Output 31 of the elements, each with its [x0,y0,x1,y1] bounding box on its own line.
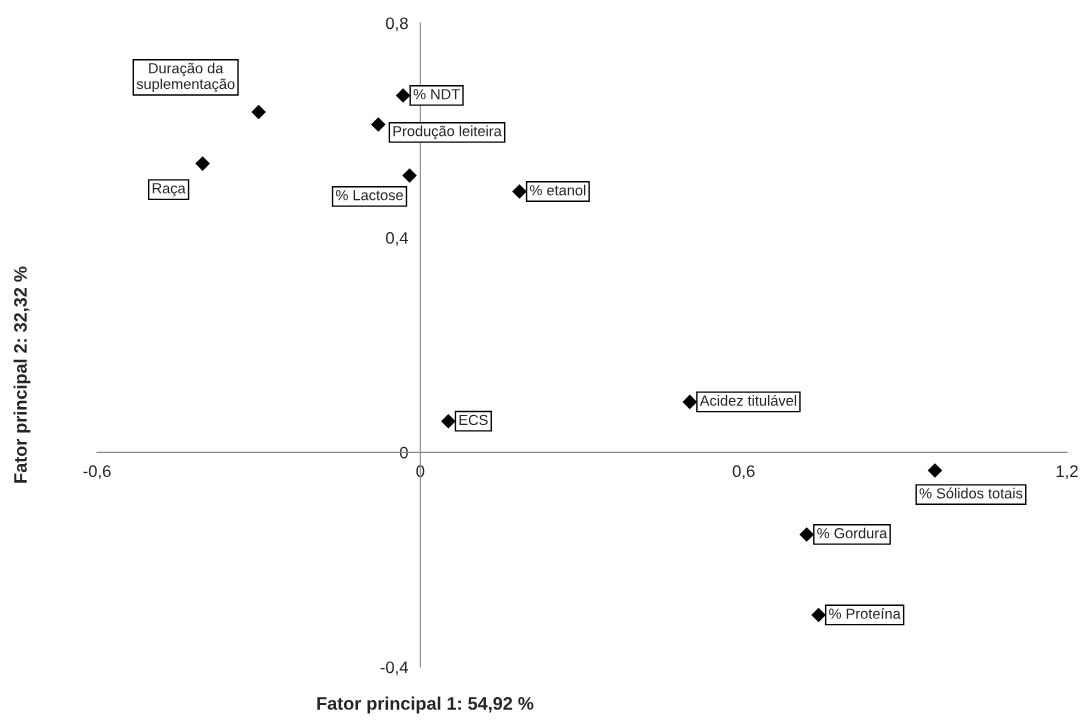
series-label: Produção leiteira [393,125,502,140]
point [512,184,527,199]
x-axis-title: Fator principal 1: 54,92 % [317,696,534,714]
x-tick-label: 1,2 [1056,465,1078,480]
series-label: Duração da suplementação [136,62,235,93]
series-label: % etanol [530,184,586,196]
y-tick-label: -0,4 [380,661,409,676]
y-tick-label: 0,8 [386,17,408,32]
y-axis-title: Fator principal 2: 32,32 % [13,266,31,483]
series-label: % NDT [413,89,460,100]
point [441,413,456,429]
series-label: % Sólidos totais [919,487,1023,499]
x-tick-label: 0,6 [732,465,755,480]
point [811,607,826,623]
series-label: Raça [152,183,186,197]
series-label: % Gordura [817,527,888,539]
series-label: ECS [459,414,488,426]
point [195,156,210,171]
series-label: % Proteína [829,607,901,619]
series-label: % Lactose [335,190,403,201]
point [395,88,411,103]
y-tick-label: 0,4 [386,232,409,246]
point [682,394,698,410]
series-label: Acidez titulável [699,394,797,406]
point [402,168,417,183]
x-tick-label: -0,6 [83,465,111,480]
point [371,117,386,132]
point [251,104,266,120]
x-tick-label: 0 [416,465,425,478]
point [927,463,943,478]
point [799,527,814,542]
